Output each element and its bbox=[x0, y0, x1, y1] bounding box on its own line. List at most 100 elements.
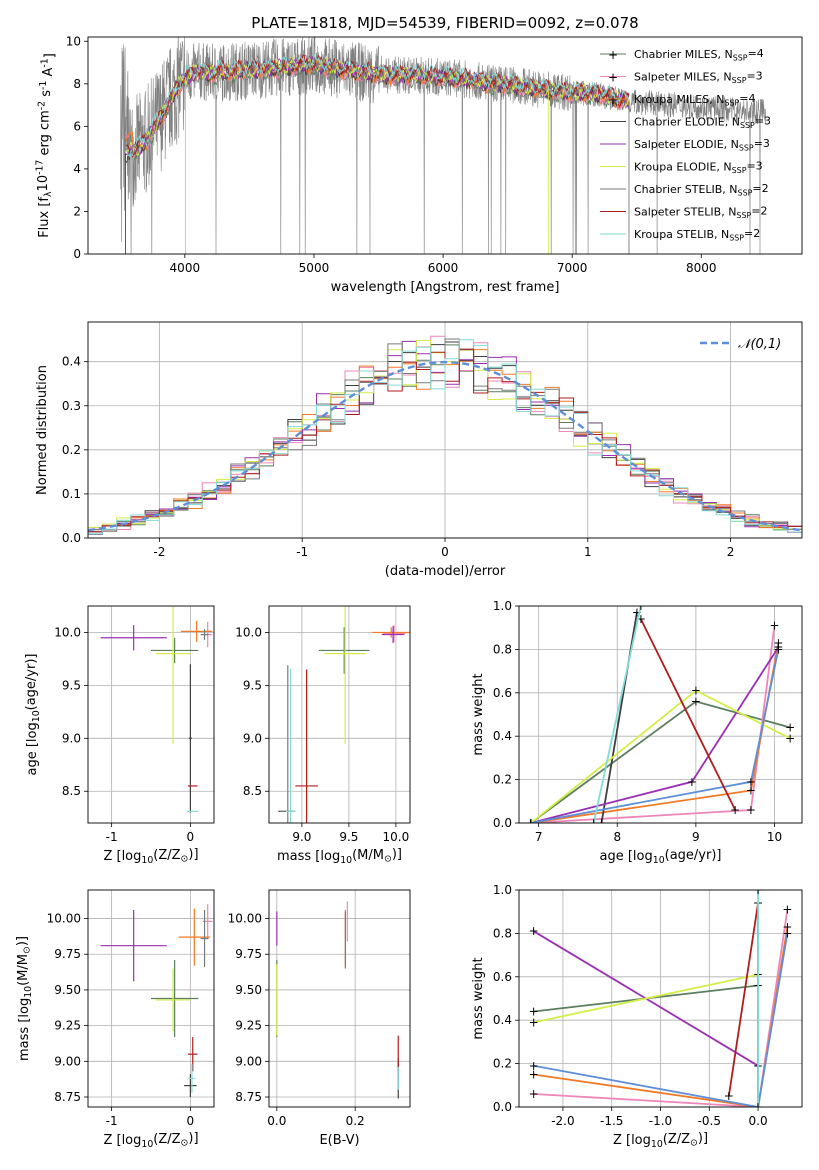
x-tick-label: 0 bbox=[187, 830, 195, 844]
plot-area bbox=[88, 335, 802, 535]
label-part: =3 bbox=[746, 160, 762, 173]
label-part: SSP bbox=[732, 166, 747, 175]
x-tick-label: -1.0 bbox=[649, 1114, 672, 1128]
x-axis-label: (data-model)/error bbox=[385, 564, 506, 579]
y-tick-label: 0.8 bbox=[493, 926, 512, 940]
label-part: ⊙ bbox=[181, 1138, 189, 1149]
x-tick-label: -1 bbox=[296, 545, 308, 559]
y-tick-label: 0.4 bbox=[62, 355, 81, 369]
normal-curve bbox=[88, 360, 802, 532]
y-axis-label: mass weight bbox=[471, 957, 486, 1039]
label-part: (Z/Z bbox=[153, 848, 180, 863]
weight-line bbox=[530, 700, 791, 823]
axes-residuals: -2 -1 0 1 2 0.0 0.1 0.2 0.3 0.4 (data-model)/error… bbox=[35, 321, 803, 579]
label-part: -17 bbox=[35, 160, 46, 175]
weight-marker: + bbox=[526, 816, 536, 830]
weight-marker: + bbox=[730, 803, 740, 817]
label-part: SSP bbox=[733, 53, 748, 62]
weight-marker: + bbox=[746, 783, 756, 797]
label-part: )] bbox=[188, 847, 198, 862]
axes-age_Z: -1 0 8.5 9.0 9.5 10.0 Z [log10​(Z/Z⊙​)] age [lo… bbox=[24, 605, 215, 866]
label-part: SSP bbox=[738, 188, 753, 197]
x-tick-label: 1 bbox=[584, 545, 592, 559]
y-tick-label: 9.50 bbox=[54, 983, 81, 997]
x-axis-label: mass [log10​(M/M⊙​)] bbox=[277, 847, 402, 866]
weight-marker: + bbox=[589, 816, 599, 830]
weight-marker: + bbox=[632, 606, 642, 620]
x-tick-label: 9.5 bbox=[339, 830, 358, 844]
weight-marker: + bbox=[529, 1005, 539, 1019]
weight-marker: + bbox=[529, 1087, 539, 1101]
figure-title: PLATE=1818, MJD=54539, FIBERID=0092, z=0… bbox=[251, 14, 638, 32]
label-part: Normed distribution bbox=[35, 365, 50, 495]
y-tick-label: 2 bbox=[73, 204, 81, 218]
weight-marker: + bbox=[691, 684, 701, 698]
x-tick-label: 8 bbox=[613, 830, 621, 844]
legend-entry: Chabrier STELIB, NSSP​=2 bbox=[634, 182, 769, 197]
weight-marker: + bbox=[636, 599, 646, 613]
axes-frame bbox=[518, 605, 803, 824]
spectrum-model-line bbox=[125, 53, 630, 158]
weight-marker: + bbox=[746, 803, 756, 817]
label-part: SSP bbox=[732, 76, 747, 85]
axes-mass_Z: -1 0 8.75 9.00 9.25 9.50 9.75 10.00 Z [log10​(Z/… bbox=[15, 889, 215, 1150]
label-part: Salpeter ELODIE, N bbox=[634, 138, 739, 151]
x-tick-label: -1.5 bbox=[600, 1114, 623, 1128]
y-tick-label: 9.5 bbox=[243, 678, 262, 692]
y-tick-label: 9.75 bbox=[54, 947, 81, 961]
axes-frame bbox=[87, 36, 803, 255]
y-axis-label: Normed distribution bbox=[35, 365, 50, 495]
label-part: Chabrier MILES, N bbox=[634, 48, 733, 61]
legend-entry: Chabrier ELODIE, NSSP​=3 bbox=[634, 115, 771, 130]
weight-marker: + bbox=[785, 731, 795, 745]
weight-line bbox=[530, 646, 780, 823]
x-axis-label: wavelength [Angstrom, rest frame] bbox=[331, 280, 560, 295]
plot-area: ++++++++++++++++++++++++ bbox=[526, 599, 795, 830]
label-part: E(B-V) bbox=[319, 1133, 359, 1148]
y-tick-label: 10.00 bbox=[47, 912, 81, 926]
plot-area bbox=[100, 606, 213, 813]
y-tick-label: 9.50 bbox=[235, 983, 262, 997]
label-part: (age/yr)] bbox=[24, 654, 39, 711]
y-tick-label: 9.0 bbox=[243, 731, 262, 745]
weight-marker: + bbox=[782, 920, 792, 934]
label-part: erg cm bbox=[38, 110, 53, 159]
y-axis-label: Flux [fλ​10-17​ erg cm-2​ s-1​ A-1​] bbox=[35, 53, 58, 238]
label-part: ] bbox=[42, 53, 57, 58]
x-tick-label: 8000 bbox=[686, 261, 717, 275]
y-tick-label: 9.5 bbox=[62, 678, 81, 692]
label-part: 10 bbox=[141, 855, 153, 866]
label-part: Z [log bbox=[103, 849, 141, 864]
label-part: Kroupa ELODIE, N bbox=[634, 161, 732, 174]
y-axis-label: age [log10​(age/yr)] bbox=[24, 654, 42, 776]
label-part: (M/M bbox=[16, 954, 31, 986]
x-tick-label: 5000 bbox=[299, 261, 330, 275]
y-tick-label: 8.5 bbox=[62, 784, 81, 798]
weight-marker: + bbox=[597, 816, 607, 830]
label-part: mass [log bbox=[17, 998, 32, 1061]
x-tick-label: 4000 bbox=[170, 261, 201, 275]
x-tick-label: 9 bbox=[692, 830, 700, 844]
x-tick-label: 7 bbox=[535, 830, 543, 844]
weight-marker: + bbox=[526, 816, 536, 830]
y-tick-label: 0.2 bbox=[62, 443, 81, 457]
y-tick-label: 0.0 bbox=[493, 816, 512, 830]
label-part: 𝒩(0,1) bbox=[738, 337, 781, 352]
weight-marker: + bbox=[769, 619, 779, 633]
y-tick-label: 6 bbox=[73, 119, 81, 133]
label-part: =2 bbox=[751, 205, 767, 218]
axes-frame bbox=[518, 889, 803, 1108]
label-part: mass weight bbox=[471, 673, 486, 755]
weight-marker: + bbox=[636, 612, 646, 626]
x-tick-label: 7000 bbox=[557, 261, 588, 275]
label-part: -1 bbox=[40, 58, 51, 67]
plot-area bbox=[278, 606, 410, 823]
weight-line bbox=[592, 606, 642, 823]
weight-marker: + bbox=[526, 816, 536, 830]
label-part: )] bbox=[15, 936, 30, 946]
label-part: (Z/Z bbox=[153, 1132, 180, 1147]
axes-frame bbox=[268, 889, 411, 1108]
label-part: -1 bbox=[38, 81, 49, 90]
weight-line bbox=[639, 618, 737, 811]
axes-frame bbox=[268, 605, 411, 824]
